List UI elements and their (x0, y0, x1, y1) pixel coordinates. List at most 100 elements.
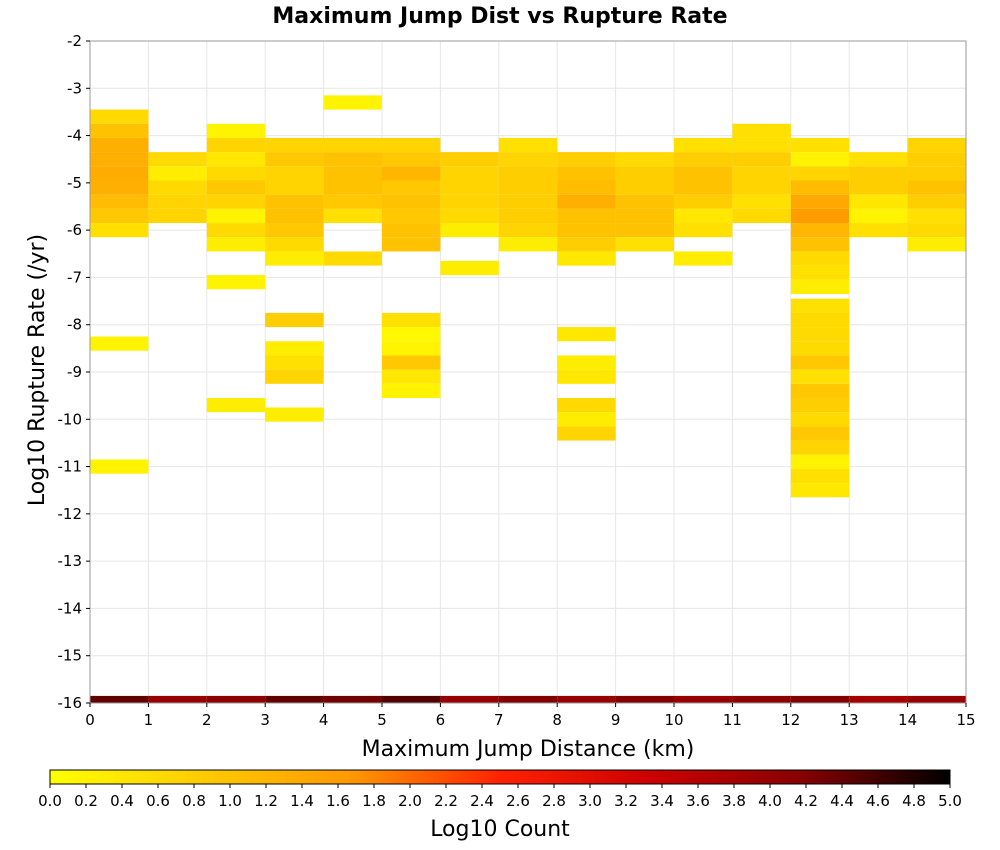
heatmap-cell (790, 298, 850, 313)
heatmap-cell (790, 312, 850, 328)
heatmap-cell (674, 208, 733, 224)
heatmap-cell (557, 426, 616, 441)
heatmap-cell (615, 237, 674, 252)
heatmap-cell (790, 180, 850, 195)
heatmap-cell (90, 223, 149, 238)
heatmap-cell (382, 223, 441, 238)
heatmap-cell (382, 355, 441, 370)
colorbar-tick-label: 0.2 (74, 792, 98, 810)
colorbar-tick-label: 2.0 (398, 792, 422, 810)
heatmap-cell (498, 166, 558, 181)
colorbar (49, 769, 951, 785)
heatmap-cell (265, 355, 324, 370)
heatmap-cell (206, 237, 266, 252)
heatmap-cell (382, 208, 441, 224)
colorbar-tick-label: 1.4 (290, 792, 314, 810)
heatmap-cell (323, 194, 382, 209)
heatmap-cell (498, 194, 558, 209)
colorbar-tick-label: 1.6 (326, 792, 350, 810)
y-tick-label: -6 (67, 221, 82, 239)
heatmap-cell (206, 152, 266, 167)
heatmap-cell (790, 166, 850, 181)
heatmap-cell (382, 312, 441, 328)
heatmap-cell (732, 695, 791, 703)
heatmap-cell (615, 180, 674, 195)
y-tick-label: -16 (58, 694, 83, 712)
x-tick-label: 15 (956, 711, 975, 729)
heatmap-cell (674, 251, 733, 266)
y-tick-label: -9 (67, 363, 82, 381)
heatmap-cell (382, 194, 441, 209)
heatmap-cell (382, 383, 441, 399)
y-tick-label: -4 (67, 127, 82, 145)
heatmap-cell (265, 251, 324, 266)
colorbar-tick-label: 2.4 (470, 792, 494, 810)
heatmap-cell (440, 152, 499, 167)
heatmap-cell (557, 369, 616, 384)
heatmap-cell (849, 695, 908, 703)
heatmap-cell (674, 137, 733, 153)
y-tick-label: -7 (67, 268, 82, 286)
heatmap-cell (907, 180, 966, 195)
heatmap-cell (440, 208, 499, 224)
heatmap-cell (790, 137, 850, 153)
heatmap-cell (323, 137, 382, 153)
heatmap-cell (265, 223, 324, 238)
heatmap-cell (732, 194, 791, 209)
heatmap-cell (90, 194, 149, 209)
colorbar-tick-label: 4.8 (902, 792, 926, 810)
heatmap-cell (849, 180, 908, 195)
heatmap-cell (90, 208, 149, 224)
x-tick-label: 1 (144, 711, 154, 729)
heatmap-cell (148, 208, 207, 224)
heatmap-cell (732, 166, 791, 181)
x-tick-label: 6 (436, 711, 446, 729)
heatmap-cell (265, 407, 324, 422)
heatmap-cell (557, 355, 616, 370)
y-tick-label: -14 (58, 599, 83, 617)
heatmap-cell (440, 260, 499, 276)
heatmap-cell (615, 166, 674, 181)
heatmap-cell (440, 223, 499, 238)
heatmap-cell (440, 166, 499, 181)
heatmap-cell (90, 459, 149, 474)
y-tick-label: -13 (58, 552, 83, 570)
x-tick-label: 2 (202, 711, 212, 729)
heatmap-cell (849, 194, 908, 209)
heatmap-cell (440, 194, 499, 209)
colorbar-tick-label: 4.0 (758, 792, 782, 810)
heatmap-cell (790, 695, 850, 703)
heatmap-cell (148, 152, 207, 167)
colorbar-tick-label: 2.2 (434, 792, 458, 810)
y-tick-label: -10 (58, 410, 83, 428)
heatmap-cell (615, 223, 674, 238)
heatmap-cell (498, 152, 558, 167)
heatmap-cell (206, 208, 266, 224)
heatmap-cell (790, 223, 850, 238)
chart-title: Maximum Jump Dist vs Rupture Rate (272, 4, 727, 29)
heatmap-cell (790, 208, 850, 224)
heatmap-cell (790, 468, 850, 484)
heatmap-cell (849, 152, 908, 167)
heatmap-cell (790, 251, 850, 266)
heatmap-cell (148, 180, 207, 195)
heatmap-cell (849, 208, 908, 224)
heatmap-cell (557, 412, 616, 427)
x-tick-label: 8 (552, 711, 562, 729)
heatmap-cell (382, 695, 441, 703)
heatmap-cell (615, 695, 674, 703)
colorbar-tick-label: 4.6 (866, 792, 890, 810)
heatmap-cell (323, 95, 382, 110)
heatmap-cell (557, 194, 616, 209)
heatmap-cell (382, 369, 441, 384)
x-tick-label: 9 (611, 711, 621, 729)
heatmap-cell (323, 152, 382, 167)
y-tick-label: -2 (67, 32, 82, 50)
colorbar-tick-label: 3.0 (578, 792, 602, 810)
heatmap-cell (440, 180, 499, 195)
heatmap-cell (790, 383, 850, 399)
heatmap-cell (557, 223, 616, 238)
y-tick-label: -8 (67, 316, 82, 334)
heatmap-cell (557, 166, 616, 181)
